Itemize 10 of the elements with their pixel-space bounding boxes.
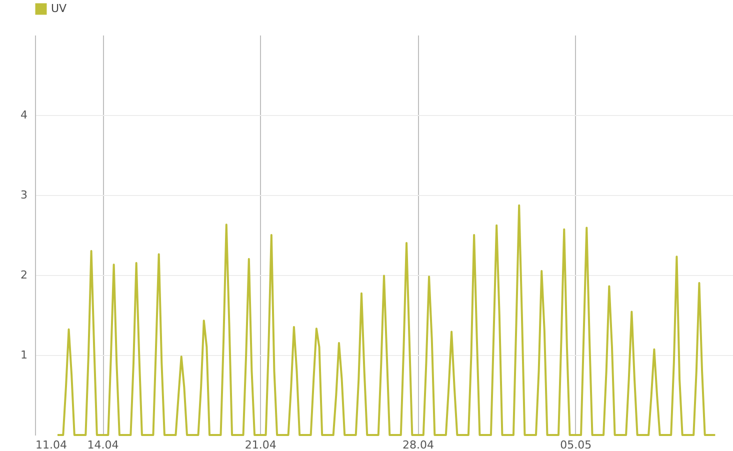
legend-label: UV (51, 2, 68, 15)
y-tick-label: 4 (20, 108, 28, 122)
y-tick-label: 3 (20, 188, 28, 202)
x-tick-label: 14.04 (87, 438, 119, 451)
x-tick-label: 21.04 (244, 438, 276, 451)
x-tick-label: 11.04 (36, 438, 67, 451)
x-tick-label: 28.04 (402, 438, 434, 451)
x-tick-label: 05.05 (560, 438, 592, 451)
y-tick-label: 2 (20, 268, 28, 282)
y-tick-label: 1 (20, 348, 28, 362)
